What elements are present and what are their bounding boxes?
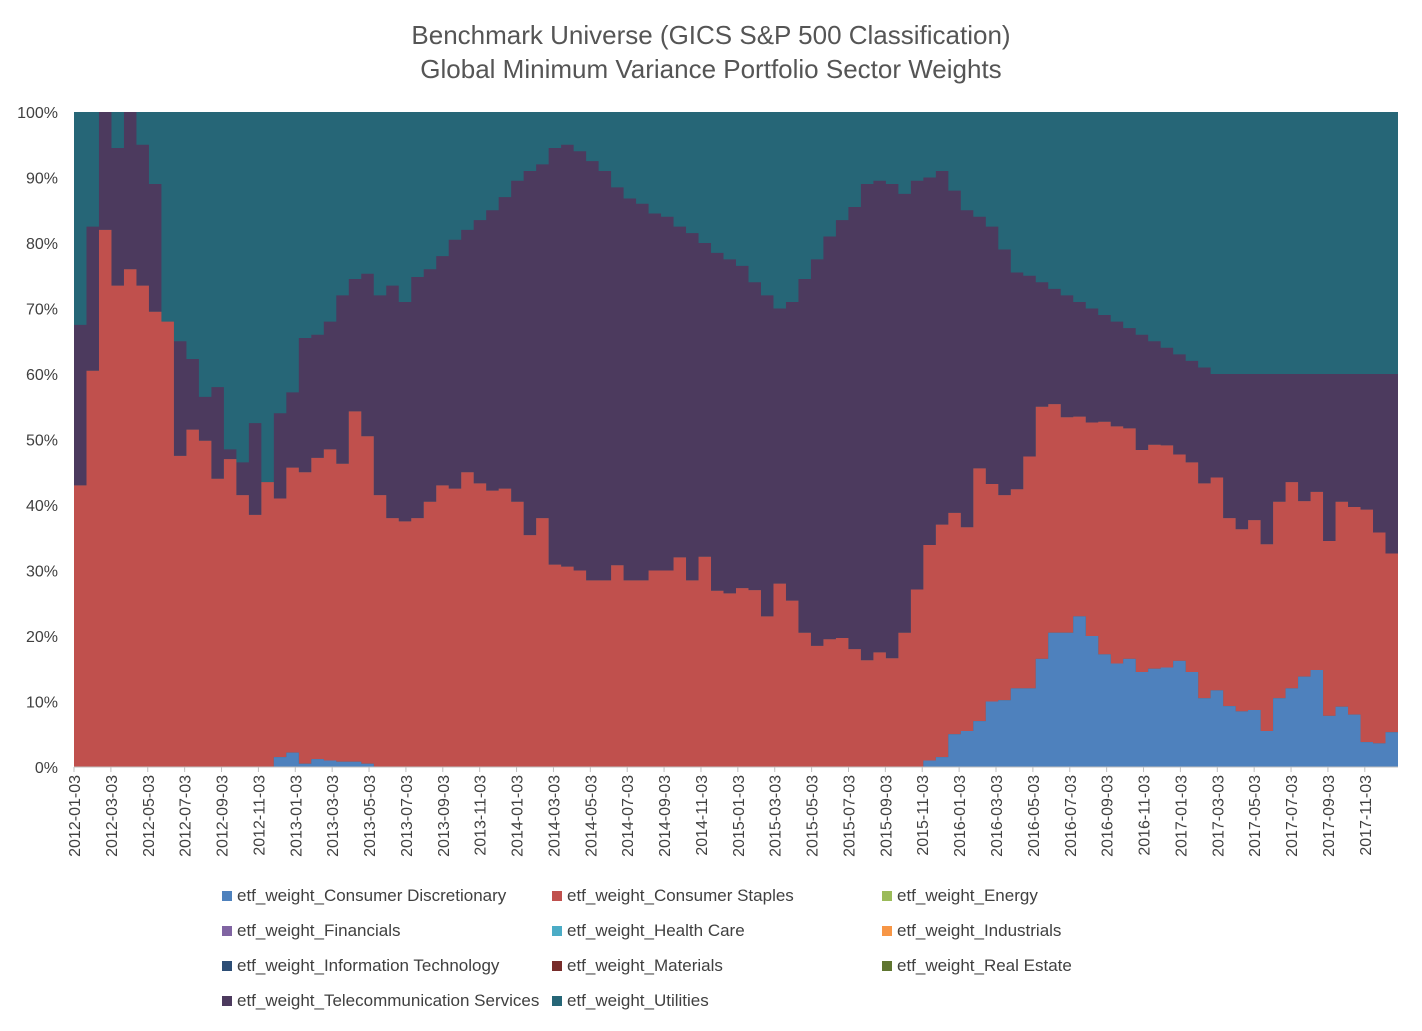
axes: 0% 10% 20% 30% 40% 50% 60% 70% 80% 90% 100% 2012-01… <box>17 105 1398 857</box>
legend-item: etf_weight_Energy <box>882 885 1038 907</box>
y-tick-label: 50% <box>26 433 58 450</box>
legend-label: etf_weight_Consumer Discretionary <box>237 886 507 905</box>
telecommunication-services-area <box>74 112 1398 661</box>
legend-label: etf_weight_Financials <box>237 921 401 940</box>
x-tick-label: 2016-11-03 <box>1137 775 1154 856</box>
legend-swatch <box>882 926 892 936</box>
consumer-staples-area <box>74 229 1398 767</box>
legend-label: etf_weight_Telecommunication Services <box>237 991 540 1010</box>
x-tick-label: 2013-01-03 <box>288 775 305 857</box>
x-tick-label: 2015-07-03 <box>841 775 858 857</box>
legend-label: etf_weight_Energy <box>897 886 1038 905</box>
series-areas <box>74 112 1398 767</box>
legend-label: etf_weight_Industrials <box>897 921 1062 940</box>
x-tick-label: 2015-03-03 <box>768 775 785 857</box>
x-tick-label: 2017-05-03 <box>1247 775 1264 857</box>
x-tick-label: 2013-11-03 <box>473 775 490 856</box>
x-tick-label: 2017-09-03 <box>1321 775 1338 857</box>
legend-swatch <box>222 961 232 971</box>
legend-label: etf_weight_Real Estate <box>897 956 1072 975</box>
y-tick-label: 40% <box>26 498 58 515</box>
legend-swatch <box>222 926 232 936</box>
x-tick-label: 2016-01-03 <box>952 775 969 857</box>
y-tick-label: 60% <box>26 367 58 384</box>
legend-swatch <box>222 891 232 901</box>
chart-subtitle: Global Minimum Variance Portfolio Sector… <box>420 54 1002 84</box>
x-tick-label: 2015-01-03 <box>731 775 748 857</box>
legend-item: etf_weight_Health Care <box>552 920 745 942</box>
x-tick-label: 2015-09-03 <box>878 775 895 857</box>
chart-title: Benchmark Universe (GICS S&P 500 Classif… <box>411 20 1011 50</box>
y-tick-label: 100% <box>17 105 58 122</box>
x-tick-label: 2012-05-03 <box>141 775 158 857</box>
x-tick-label: 2017-07-03 <box>1284 775 1301 857</box>
x-tick-label: 2012-11-03 <box>251 775 268 856</box>
x-tick-label: 2014-11-03 <box>694 775 711 856</box>
legend-swatch <box>882 891 892 901</box>
x-tick-label: 2012-01-03 <box>67 775 84 857</box>
legend-label: etf_weight_Materials <box>567 956 723 975</box>
legend-swatch <box>882 961 892 971</box>
x-tick-label: 2017-01-03 <box>1173 775 1190 857</box>
legend-swatch <box>552 961 562 971</box>
x-tick-label: 2012-07-03 <box>178 775 195 857</box>
x-tick-label: 2016-09-03 <box>1100 775 1117 857</box>
legend-item: etf_weight_Utilities <box>552 990 709 1012</box>
stacked-area-chart: 0% 10% 20% 30% 40% 50% 60% 70% 80% 90% 100% 2012-01… <box>17 105 1398 857</box>
legend-swatch <box>552 891 562 901</box>
legend-swatch <box>552 926 562 936</box>
legend-label: etf_weight_Utilities <box>567 991 709 1010</box>
x-tick-label: 2012-09-03 <box>215 775 232 857</box>
y-tick-label: 70% <box>26 302 58 319</box>
x-tick-label: 2017-03-03 <box>1210 775 1227 857</box>
legend-item: etf_weight_Consumer Staples <box>552 885 794 907</box>
legend-item: etf_weight_Information Technology <box>222 955 499 977</box>
legend-item: etf_weight_Materials <box>552 955 723 977</box>
x-tick-label: 2014-07-03 <box>620 775 637 857</box>
x-tick-label: 2013-03-03 <box>325 775 342 857</box>
x-tick-label: 2012-03-03 <box>104 775 121 857</box>
legend-item: etf_weight_Industrials <box>882 920 1061 942</box>
y-tick-label: 0% <box>35 760 58 777</box>
x-tick-label: 2013-07-03 <box>399 775 416 857</box>
legend-swatch <box>552 996 562 1006</box>
x-tick-label: 2015-11-03 <box>915 775 932 856</box>
y-tick-label: 80% <box>26 236 58 253</box>
x-tick-label: 2017-11-03 <box>1358 775 1375 856</box>
legend-item: etf_weight_Financials <box>222 920 400 942</box>
x-tick-label: 2013-09-03 <box>436 775 453 857</box>
y-tick-label: 30% <box>26 564 58 581</box>
legend-label: etf_weight_Information Technology <box>237 956 500 975</box>
x-tick-label: 2014-09-03 <box>657 775 674 857</box>
x-tick-label: 2016-07-03 <box>1063 775 1080 857</box>
x-tick-label: 2014-03-03 <box>546 775 563 857</box>
legend-label: etf_weight_Consumer Staples <box>567 886 794 905</box>
chart-title-block: Benchmark Universe (GICS S&P 500 Classif… <box>0 18 1422 86</box>
x-tick-label: 2016-03-03 <box>989 775 1006 857</box>
consumer-discretionary-area <box>74 616 1398 767</box>
x-tick-label: 2014-05-03 <box>583 775 600 857</box>
x-tick-label: 2014-01-03 <box>510 775 527 857</box>
x-tick-label: 2016-05-03 <box>1026 775 1043 857</box>
legend-item: etf_weight_Consumer Discretionary <box>222 885 506 907</box>
x-tick-label: 2015-05-03 <box>805 775 822 857</box>
legend-item: etf_weight_Telecommunication Services <box>222 990 539 1012</box>
legend-label: etf_weight_Health Care <box>567 921 745 940</box>
legend-swatch <box>222 996 232 1006</box>
y-tick-label: 90% <box>26 171 58 188</box>
legend-item: etf_weight_Real Estate <box>882 955 1072 977</box>
y-tick-label: 10% <box>26 695 58 712</box>
y-tick-label: 20% <box>26 629 58 646</box>
x-tick-label: 2013-05-03 <box>362 775 379 857</box>
